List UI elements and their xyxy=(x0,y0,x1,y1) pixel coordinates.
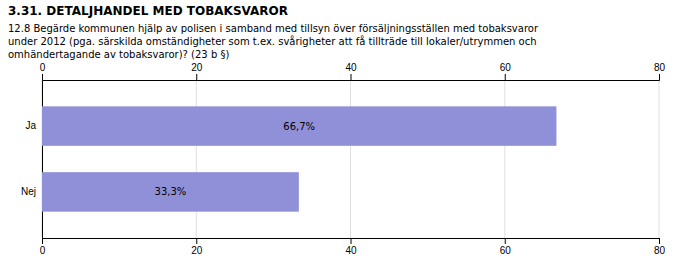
tick-label: 60 xyxy=(500,62,512,73)
tick-mark xyxy=(42,238,43,244)
grid-line xyxy=(504,80,505,238)
y-axis: Ja Nej xyxy=(21,81,43,239)
tick-label: Nej xyxy=(21,186,36,197)
tick-label: 40 xyxy=(345,62,357,73)
plot: 0 20 40 60 80 0 20 40 60 80 Ja Nej 66,7% 33,3% xyxy=(21,62,666,256)
tick: Ja xyxy=(25,120,36,131)
tick: 60 xyxy=(500,238,512,256)
chart: 3.31. DETALJHANDEL MED TOBAKSVAROR 12.8 B… xyxy=(0,0,681,258)
tick-label: 60 xyxy=(500,245,512,256)
tick-mark xyxy=(351,74,352,80)
annotation: under 2012 (pga. särskilda omständighete… xyxy=(8,35,537,47)
tick-mark xyxy=(505,74,506,80)
grid-line xyxy=(42,80,43,238)
tick-mark xyxy=(42,74,43,80)
tick: 20 xyxy=(191,238,203,256)
tick-label: 80 xyxy=(654,245,666,256)
tick: 80 xyxy=(654,238,666,256)
tick: 0 xyxy=(40,238,46,256)
tick-label: Ja xyxy=(25,120,36,131)
tick: 80 xyxy=(654,62,666,80)
tick-mark xyxy=(659,238,660,244)
tick-mark xyxy=(659,74,660,80)
bars xyxy=(42,106,556,211)
tick-label: 20 xyxy=(191,245,203,256)
x-axis: 0 20 40 60 80 xyxy=(40,238,666,256)
data-label: 33,3% xyxy=(155,186,187,197)
tick: 40 xyxy=(345,62,357,80)
data-labels: 66,7% 33,3% xyxy=(155,121,316,198)
annotation: 12.8 Begärde kommunen hjälp av polisen i… xyxy=(8,23,539,34)
axis-line xyxy=(43,239,660,245)
axis-line xyxy=(43,74,660,81)
x-axis-top: 0 20 40 60 80 xyxy=(40,62,666,81)
tick-mark xyxy=(351,238,352,244)
grid-line xyxy=(659,80,660,238)
tick-label: 20 xyxy=(191,62,203,73)
tick-label: 40 xyxy=(345,245,357,256)
axis-line xyxy=(42,81,43,239)
tick-label: 0 xyxy=(40,62,46,73)
tick: 40 xyxy=(345,238,357,256)
tick: 60 xyxy=(500,62,512,80)
bar xyxy=(42,106,556,146)
data-label: 66,7% xyxy=(283,121,315,132)
tick: 0 xyxy=(40,62,46,80)
bar xyxy=(42,172,299,212)
grid-line xyxy=(350,80,351,238)
tick: Nej xyxy=(21,186,36,197)
tick: 20 xyxy=(191,62,203,80)
tick-label: 80 xyxy=(654,62,666,73)
tick-mark xyxy=(505,238,506,244)
title: 3.31. DETALJHANDEL MED TOBAKSVAROR xyxy=(8,4,288,18)
tick-mark xyxy=(196,74,197,80)
tick-mark xyxy=(196,238,197,244)
annotation: omhändertagande av tobaksvaror)? (23 b §… xyxy=(8,49,229,60)
tick-label: 0 xyxy=(40,245,46,256)
grid-line xyxy=(196,80,197,238)
grid xyxy=(42,80,659,238)
